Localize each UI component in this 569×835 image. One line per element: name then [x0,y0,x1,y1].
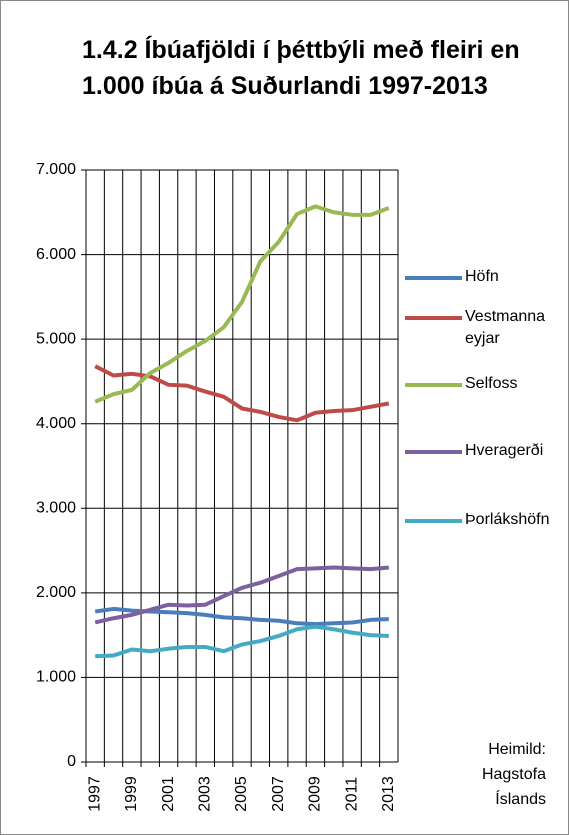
x-tick-label: 2011 [343,777,360,812]
x-tick-label: 2013 [380,776,397,812]
y-tick-label: 3.000 [36,500,76,517]
legend-swatch [405,383,462,387]
legend-label: Vestmanna eyjar [465,308,546,347]
legend-swatch [405,276,462,280]
series-line [94,364,390,423]
legend-swatch [405,519,462,523]
x-tick-label: 2003 [197,776,214,812]
series-line [94,204,390,404]
y-tick-label: 4.000 [36,415,76,432]
y-tick-label: 5.000 [36,330,76,347]
y-tick-label: 1.000 [36,669,76,686]
y-tick-label: 7.000 [36,161,76,178]
legend-label: Þorlákshöfn [465,511,550,528]
legend-label: Höfn [465,268,499,285]
legend-label: Selfoss [465,375,518,392]
series-line [95,624,389,659]
legend-swatch [405,450,462,454]
legend-swatch [405,316,462,320]
x-tick-label: 2005 [233,776,250,812]
x-tick-label: 1997 [86,776,103,812]
y-tick-label: 0 [67,753,76,770]
legend-label: Hveragerði [465,442,544,459]
chart-title: 1.4.2 Íbúafjöldi í þéttbýli með fleiri e… [82,36,520,100]
y-tick-label: 6.000 [36,246,76,263]
series-line [94,565,390,625]
y-tick-label: 2.000 [36,584,76,601]
source-note: Heimild: Hagstofa Íslands [481,741,546,808]
x-tick-label: 2007 [270,776,287,812]
x-tick-label: 2009 [307,776,324,812]
x-tick-label: 2001 [160,776,177,812]
x-tick-label: 1999 [123,776,140,812]
